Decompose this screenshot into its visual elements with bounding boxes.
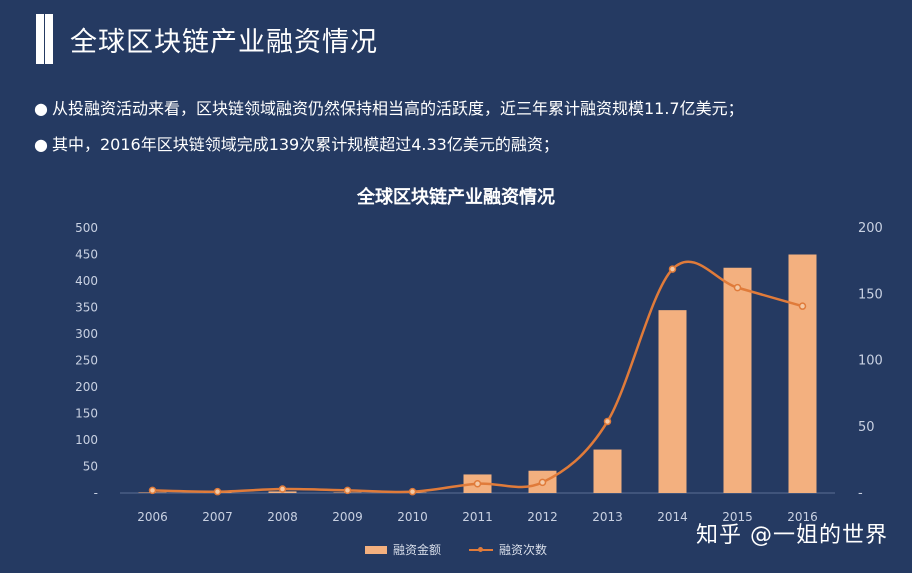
x-axis-tick-label: 2009	[332, 510, 363, 524]
legend-item-count: 融资次数	[469, 541, 547, 558]
legend-item-amount: 融资金额	[364, 541, 441, 558]
x-axis-tick-label: 2014	[657, 510, 688, 524]
point-funding-count	[213, 487, 222, 496]
right-axis-tick-label: 200	[858, 221, 883, 236]
point-funding-count	[668, 265, 677, 273]
point-funding-count	[408, 487, 417, 496]
left-axis-tick-label: 300	[75, 327, 98, 341]
x-axis-tick-label: 2015	[722, 510, 753, 524]
point-funding-count	[343, 486, 352, 495]
bullet-dot: ●	[34, 135, 48, 154]
legend-label-amount: 融资金额	[392, 543, 441, 557]
left-axis-tick-label: 400	[75, 274, 98, 288]
legend-line-swatch	[469, 546, 493, 552]
title-accent-mark	[36, 14, 45, 64]
x-axis-tick-label: 2013	[592, 510, 623, 524]
bar-funding-amount	[593, 449, 622, 493]
legend-bar-swatch	[364, 545, 387, 554]
point-funding-count	[148, 486, 157, 495]
point-funding-count	[538, 478, 547, 487]
bullet-list: ● 从投融资活动来看，区块链领域融资仍然保持相当高的活跃度，近三年累计融资规模11…	[34, 95, 744, 167]
bar-funding-amount	[723, 267, 752, 493]
left-axis-tick-label: 250	[75, 354, 98, 368]
point-funding-count	[473, 479, 482, 488]
x-axis-tick-label: 2012	[527, 510, 558, 524]
x-axis-tick-label: 2011	[462, 510, 493, 524]
bar-funding-amount	[658, 310, 687, 493]
bar-funding-amount	[788, 254, 817, 493]
bullet-text: 其中，2016年区块链领域完成139次累计规模超过4.33亿美元的融资；	[51, 135, 559, 154]
left-axis-tick-label: 100	[75, 433, 98, 447]
left-axis-tick-label: 500	[75, 221, 98, 235]
right-axis-tick-label: 100	[858, 354, 883, 369]
point-funding-count	[278, 485, 287, 493]
left-axis-tick-label: -	[94, 486, 98, 500]
x-axis-tick-label: 2008	[267, 510, 298, 524]
x-axis-tick-label: 2006	[137, 510, 168, 524]
point-funding-count	[603, 417, 612, 426]
left-axis-tick-label: 150	[75, 407, 98, 421]
left-axis-tick-label: 350	[75, 301, 98, 315]
bullet-dot: ●	[34, 99, 48, 118]
right-axis-tick-label: 50	[858, 420, 875, 435]
x-axis-tick-label: 2007	[202, 510, 233, 524]
right-axis-tick-label: -	[858, 486, 863, 501]
chart-legend: 融资金额 融资次数	[0, 541, 912, 558]
bullet-text: 从投融资活动来看，区块链领域融资仍然保持相当高的活跃度，近三年累计融资规模11.…	[51, 99, 744, 118]
x-axis-tick-label: 2016	[787, 510, 818, 524]
right-axis-tick-label: 150	[858, 287, 883, 302]
title-bar: 全球区块链产业融资情况	[36, 14, 378, 64]
left-axis-tick-label: 450	[75, 248, 98, 262]
line-funding-count	[152, 260, 803, 494]
legend-label-count: 融资次数	[499, 543, 548, 557]
chart-title: 全球区块链产业融资情况	[357, 187, 555, 208]
left-axis-tick-label: 200	[75, 380, 98, 394]
watermark: 知乎 @一姐的世界	[696, 523, 888, 548]
point-funding-count	[798, 302, 807, 310]
page-title: 全球区块链产业融资情况	[70, 26, 378, 58]
bullet-item: ● 从投融资活动来看，区块链领域融资仍然保持相当高的活跃度，近三年累计融资规模11…	[34, 95, 744, 119]
bullet-item: ● 其中，2016年区块链领域完成139次累计规模超过4.33亿美元的融资；	[34, 131, 744, 155]
left-axis-tick-label: 50	[83, 460, 98, 474]
x-axis-tick-label: 2010	[397, 510, 428, 524]
point-funding-count	[733, 283, 742, 292]
